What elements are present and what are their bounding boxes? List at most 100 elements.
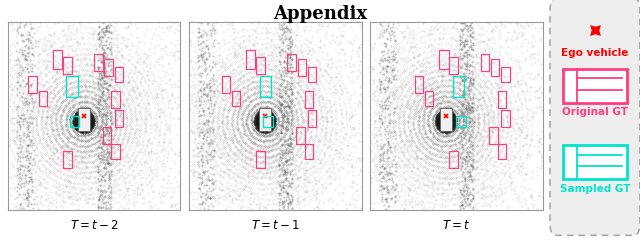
- Point: [22, 188, 32, 192]
- Circle shape: [75, 112, 92, 131]
- Point: [526, 41, 536, 45]
- Point: [536, 26, 546, 30]
- Point: [481, 42, 491, 46]
- Point: [193, 175, 203, 179]
- Point: [468, 92, 478, 96]
- Point: [87, 113, 97, 117]
- Point: [39, 125, 49, 129]
- Point: [468, 67, 479, 71]
- Point: [348, 192, 358, 196]
- Point: [387, 126, 397, 129]
- Point: [274, 34, 284, 38]
- Point: [47, 50, 58, 54]
- Point: [113, 176, 124, 180]
- Point: [406, 197, 417, 201]
- Point: [287, 108, 297, 112]
- Bar: [305, 144, 313, 159]
- Point: [204, 153, 214, 157]
- Point: [23, 46, 33, 49]
- Point: [166, 205, 176, 209]
- Point: [376, 184, 387, 187]
- Point: [303, 181, 314, 184]
- Point: [93, 153, 104, 157]
- Point: [381, 186, 392, 190]
- Bar: [296, 127, 305, 144]
- Point: [376, 188, 386, 192]
- Point: [163, 174, 173, 178]
- Point: [365, 140, 375, 144]
- Point: [56, 131, 67, 134]
- Point: [37, 46, 47, 50]
- Point: [507, 34, 517, 38]
- Point: [326, 110, 336, 114]
- Point: [22, 97, 32, 101]
- Point: [384, 103, 394, 107]
- Point: [94, 44, 104, 48]
- Point: [353, 193, 363, 197]
- Point: [143, 77, 153, 81]
- Point: [342, 90, 352, 94]
- Point: [52, 111, 63, 115]
- Point: [525, 154, 535, 158]
- Point: [68, 61, 78, 65]
- Point: [15, 20, 25, 24]
- Point: [31, 41, 41, 45]
- Text: Original GT: Original GT: [562, 107, 628, 117]
- Point: [300, 133, 310, 137]
- Point: [274, 182, 284, 186]
- Point: [516, 33, 527, 37]
- Point: [300, 145, 310, 149]
- Point: [494, 141, 504, 145]
- Point: [391, 185, 401, 189]
- Point: [459, 197, 469, 201]
- Point: [230, 71, 241, 74]
- Point: [22, 134, 33, 138]
- Point: [415, 38, 425, 42]
- Point: [349, 34, 360, 38]
- Point: [415, 73, 425, 77]
- Point: [301, 180, 311, 184]
- Point: [432, 100, 442, 104]
- Point: [395, 85, 405, 88]
- Point: [504, 174, 515, 178]
- Point: [314, 198, 324, 202]
- Point: [440, 175, 450, 179]
- Point: [205, 120, 216, 124]
- Point: [75, 57, 85, 61]
- Point: [281, 176, 291, 180]
- Point: [104, 114, 114, 118]
- Point: [488, 170, 499, 174]
- Point: [31, 188, 41, 192]
- Point: [206, 125, 216, 129]
- Point: [535, 36, 545, 40]
- Point: [507, 115, 517, 119]
- Point: [252, 91, 262, 95]
- Point: [236, 98, 246, 101]
- Point: [511, 45, 522, 49]
- Point: [335, 64, 345, 68]
- Point: [381, 98, 391, 102]
- Point: [284, 198, 294, 201]
- Point: [355, 101, 365, 105]
- Point: [26, 96, 36, 100]
- Point: [275, 123, 285, 127]
- Point: [93, 81, 104, 85]
- Point: [100, 81, 110, 85]
- Point: [460, 114, 470, 118]
- Point: [274, 99, 284, 103]
- Point: [381, 174, 391, 178]
- Point: [479, 186, 489, 190]
- Point: [294, 147, 304, 150]
- Point: [198, 171, 209, 174]
- Point: [25, 128, 35, 132]
- Point: [212, 89, 223, 93]
- Point: [74, 40, 84, 44]
- Point: [484, 140, 494, 144]
- Point: [493, 33, 504, 37]
- Point: [383, 131, 393, 135]
- Point: [196, 147, 206, 150]
- Point: [102, 74, 113, 78]
- Point: [105, 123, 115, 127]
- Point: [100, 195, 111, 199]
- Point: [97, 189, 107, 193]
